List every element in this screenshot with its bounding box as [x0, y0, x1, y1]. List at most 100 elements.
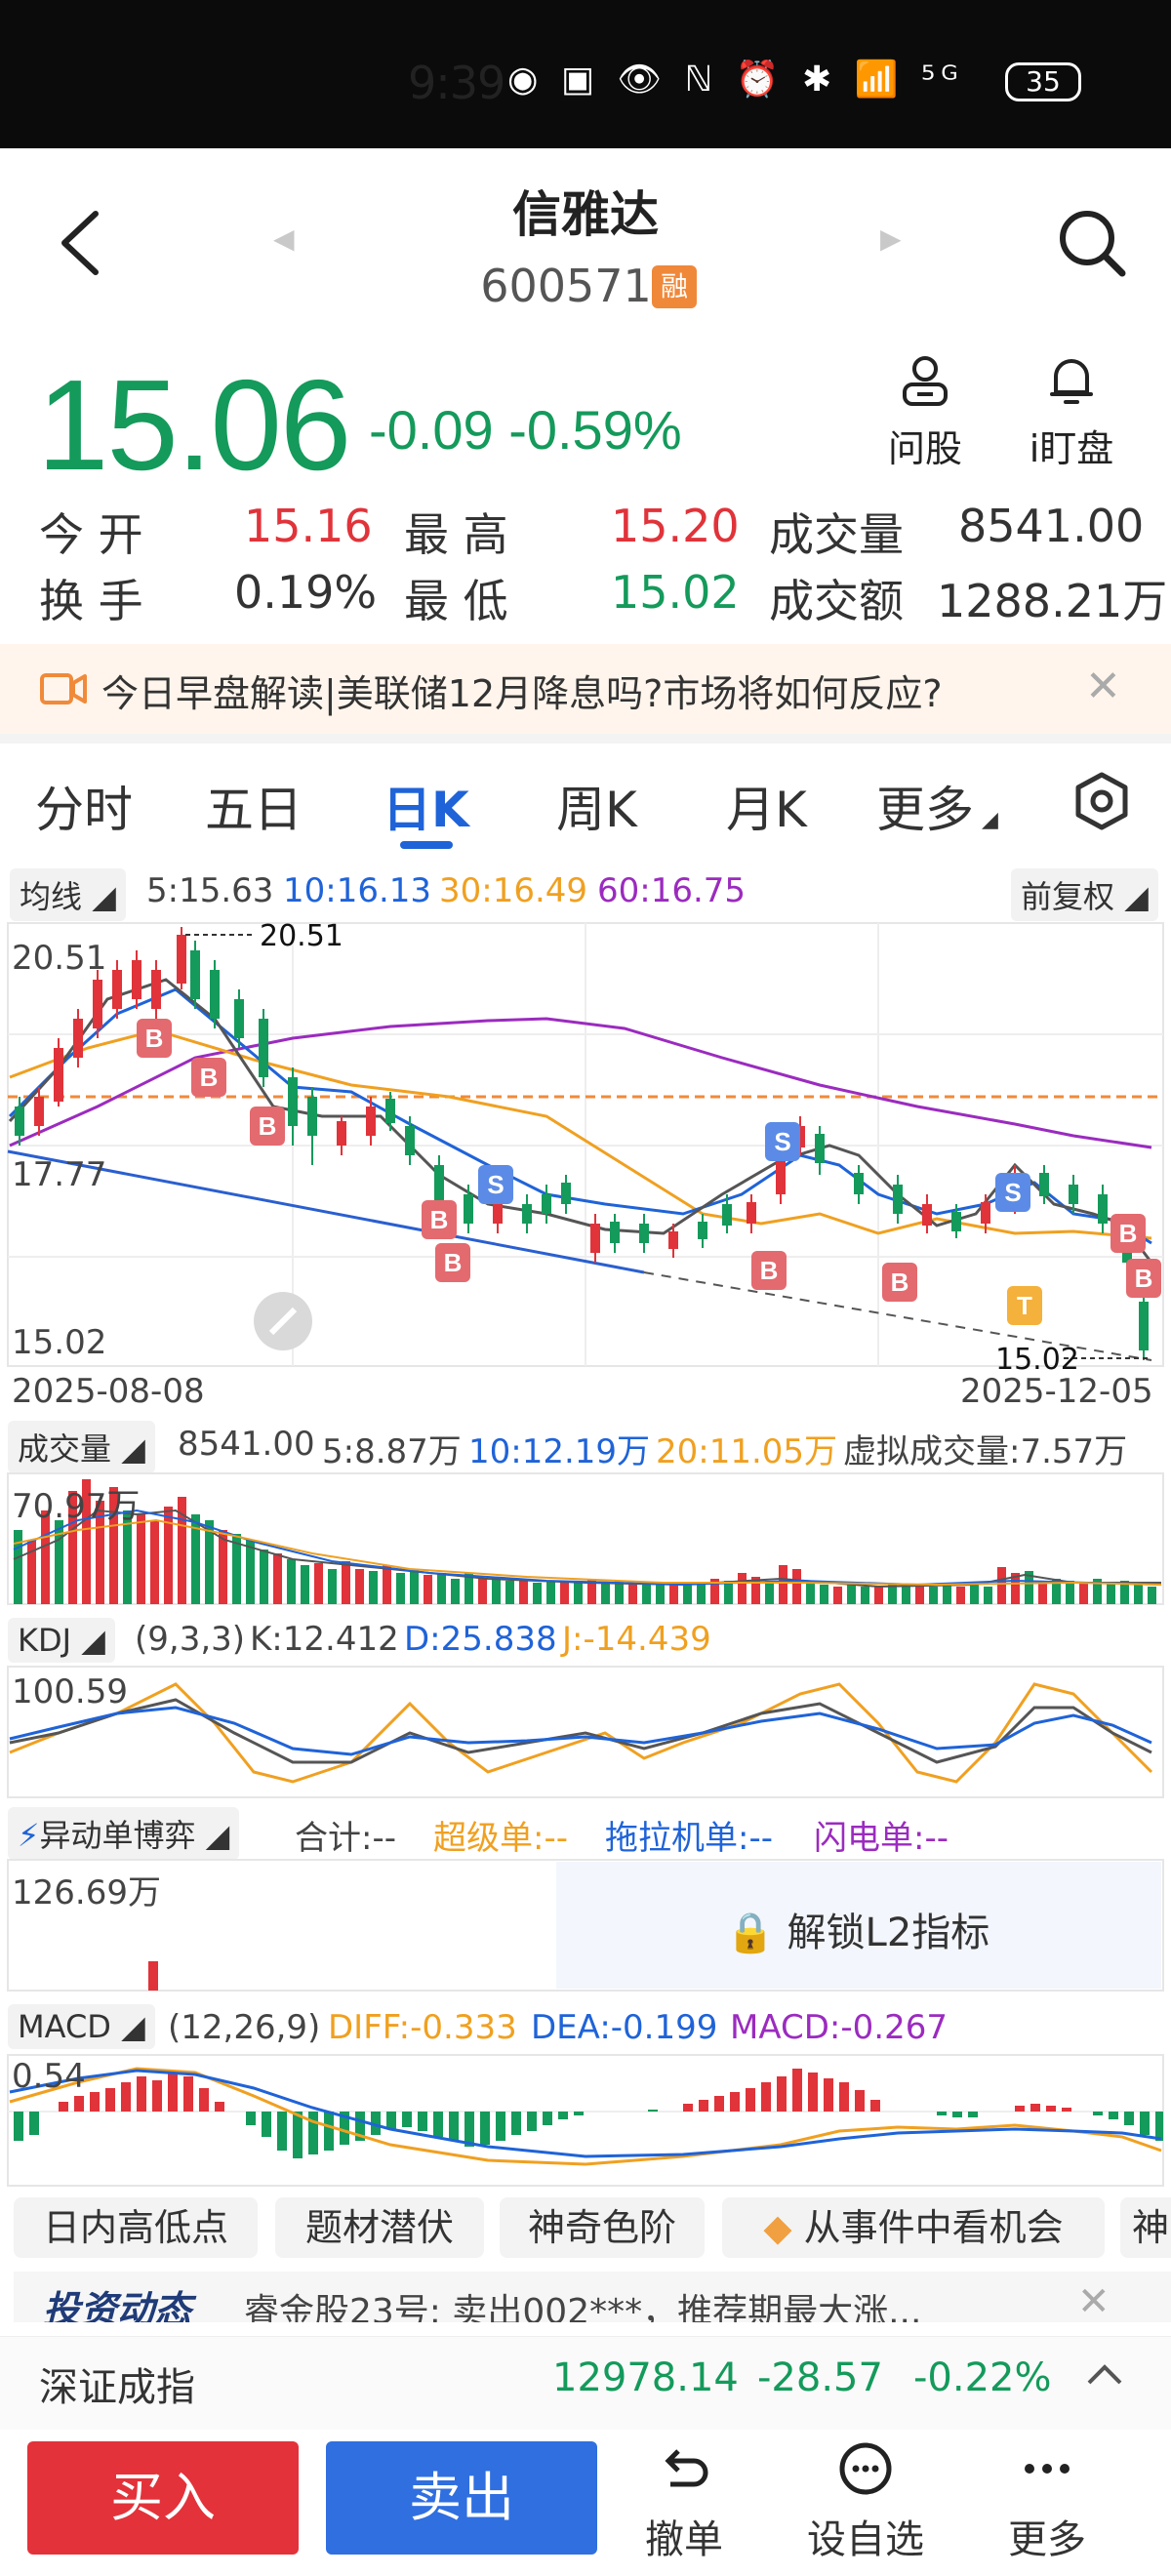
- t-marker: T: [1007, 1286, 1042, 1325]
- status-time: 9:39: [408, 57, 505, 109]
- settings-icon[interactable]: [1071, 771, 1132, 831]
- sell-button[interactable]: 卖出: [326, 2441, 597, 2555]
- macd-params: (12,26,9): [168, 2008, 321, 2047]
- ma60-line: [9, 1017, 1152, 1149]
- kdj-y-top: 100.59: [12, 1672, 128, 1711]
- change-value: -0.09: [369, 399, 494, 461]
- kline-min-marker: 15.02: [995, 1343, 1079, 1377]
- stock-code-text: 600571: [480, 260, 652, 312]
- volume-selector[interactable]: 成交量 ◢: [8, 1421, 155, 1473]
- add-watchlist-button[interactable]: 设自选: [792, 2439, 939, 2564]
- macd-dea: DEA:-0.199: [531, 2008, 718, 2047]
- kdj-selector[interactable]: KDJ ◢: [8, 1618, 115, 1663]
- chip-event-opportunity[interactable]: ◆ 从事件中看机会: [722, 2197, 1105, 2258]
- macd-y-top: 0.54: [12, 2057, 86, 2096]
- l2-total: 合计:--: [295, 1819, 396, 1858]
- tab-daily-k[interactable]: 日K: [383, 782, 469, 838]
- kdj-j: J:-14.439: [562, 1620, 711, 1659]
- macd-selector[interactable]: MACD ◢: [8, 2004, 155, 2049]
- kline-date-end: 2025-12-05: [960, 1372, 1153, 1411]
- volume-chart[interactable]: [0, 1471, 1171, 1606]
- battery-icon: 35: [1005, 62, 1081, 101]
- tab-monthly-k[interactable]: 月K: [726, 782, 807, 838]
- search-icon[interactable]: [1054, 205, 1128, 279]
- macd-diff: DIFF:-0.333: [328, 2008, 517, 2047]
- buy-marker: B: [422, 1200, 457, 1239]
- l2-y-top: 126.69万: [12, 1873, 161, 1912]
- prev-stock-arrow-icon[interactable]: ◀: [273, 222, 295, 255]
- macd-chart[interactable]: [0, 2053, 1171, 2188]
- more-label: 更多: [1008, 2517, 1086, 2562]
- back-icon[interactable]: [57, 209, 105, 277]
- tab-weekly-k[interactable]: 周K: [556, 782, 637, 838]
- open-label: 今 开: [39, 508, 143, 561]
- ticker-bar[interactable]: 投资动态 睿金股23号: 卖出002***，推荐期最大涨... ✕: [14, 2272, 1171, 2322]
- next-stock-arrow-icon[interactable]: ▶: [880, 222, 902, 255]
- ma-selector[interactable]: 均线 ◢: [10, 868, 126, 921]
- kline-chart[interactable]: B B B B B S B S B S T B B: [0, 921, 1171, 1380]
- status-bar: [0, 0, 1171, 148]
- change-pct: -0.59%: [508, 399, 682, 461]
- chip-magic-color[interactable]: 神奇色阶: [500, 2197, 705, 2258]
- volume-ma5: 5:8.87万: [322, 1432, 462, 1471]
- volume-value: 8541.00: [178, 1425, 315, 1464]
- chip-intraday-highlow[interactable]: 日内高低点: [14, 2197, 258, 2258]
- lightning-icon: ⚡: [18, 1817, 40, 1854]
- stock-name: 信雅达: [512, 186, 659, 243]
- more-button[interactable]: 更多: [974, 2439, 1120, 2564]
- chip-theme-ambush[interactable]: 题材潜伏: [275, 2197, 484, 2258]
- turnover-label: 换 手: [39, 575, 143, 627]
- l2-chart: [7, 1859, 1164, 1992]
- ma10-line: [8, 987, 1152, 1245]
- ma-selector-label: 均线: [20, 878, 83, 915]
- volume-y-top: 70.97万: [12, 1487, 141, 1526]
- kdj-chart[interactable]: [0, 1665, 1171, 1799]
- undo-icon: [665, 2449, 708, 2487]
- volume-value: 8541.00: [958, 500, 1145, 552]
- close-icon[interactable]: ✕: [1085, 662, 1121, 711]
- diamond-icon: ◆: [763, 2206, 792, 2249]
- svg-text:T: T: [1017, 1291, 1032, 1320]
- buy-marker: B: [751, 1251, 787, 1290]
- l2-tractor: 拖拉机单:--: [605, 1819, 773, 1858]
- l2-selector[interactable]: ⚡异动单博弈 ◢: [8, 1807, 240, 1860]
- watch-button[interactable]: i盯盘: [1023, 351, 1120, 472]
- buy-marker: B: [137, 1019, 172, 1058]
- kdj-selector-label: KDJ: [18, 1622, 72, 1659]
- chevron-up-icon[interactable]: [1085, 2359, 1124, 2389]
- tab-five-day[interactable]: 五日: [205, 782, 303, 838]
- watch-label: i盯盘: [1029, 427, 1114, 470]
- user-question-icon: [903, 356, 948, 406]
- high-label: 最 高: [404, 508, 508, 561]
- macd-selector-label: MACD: [18, 2008, 111, 2045]
- index-bar[interactable]: [0, 2336, 1171, 2430]
- video-icon: [40, 673, 87, 704]
- svg-text:B: B: [259, 1111, 277, 1141]
- kline-max-marker: 20.51: [260, 919, 343, 953]
- cancel-order-button[interactable]: 撤单: [611, 2439, 757, 2564]
- tab-more-label: 更多: [876, 782, 974, 838]
- amount-label: 成交额: [769, 575, 904, 627]
- kline-y-bottom: 15.02: [12, 1323, 107, 1362]
- buy-button[interactable]: 买入: [27, 2441, 299, 2555]
- chip-more[interactable]: 神: [1120, 2197, 1171, 2258]
- cancel-order-label: 撤单: [645, 2517, 723, 2562]
- sell-marker: S: [478, 1165, 513, 1204]
- news-text[interactable]: 今日早盘解读|美联储12月降息吗?市场将如何反应?: [101, 672, 943, 715]
- svg-text:S: S: [774, 1127, 790, 1156]
- sell-marker: S: [995, 1173, 1030, 1212]
- ma60-value: 60:16.75: [597, 871, 747, 910]
- tab-more[interactable]: 更多 ◢: [876, 771, 998, 841]
- stock-code: 600571: [0, 260, 1151, 312]
- svg-text:B: B: [891, 1268, 909, 1297]
- tab-intraday[interactable]: 分时: [35, 782, 133, 838]
- ask-stock-button[interactable]: 问股: [876, 351, 974, 472]
- news-banner[interactable]: [0, 644, 1171, 734]
- kdj-k: K:12.412: [250, 1620, 399, 1659]
- unlock-l2-label: 解锁L2指标: [787, 1911, 990, 1955]
- unlock-l2-button[interactable]: 🔒 解锁L2指标: [726, 1901, 989, 1957]
- chat-dots-icon: [839, 2442, 892, 2495]
- current-price: 15.06: [37, 353, 351, 497]
- close-icon[interactable]: ✕: [1077, 2279, 1110, 2322]
- adjust-selector[interactable]: 前复权 ◢: [1011, 868, 1158, 921]
